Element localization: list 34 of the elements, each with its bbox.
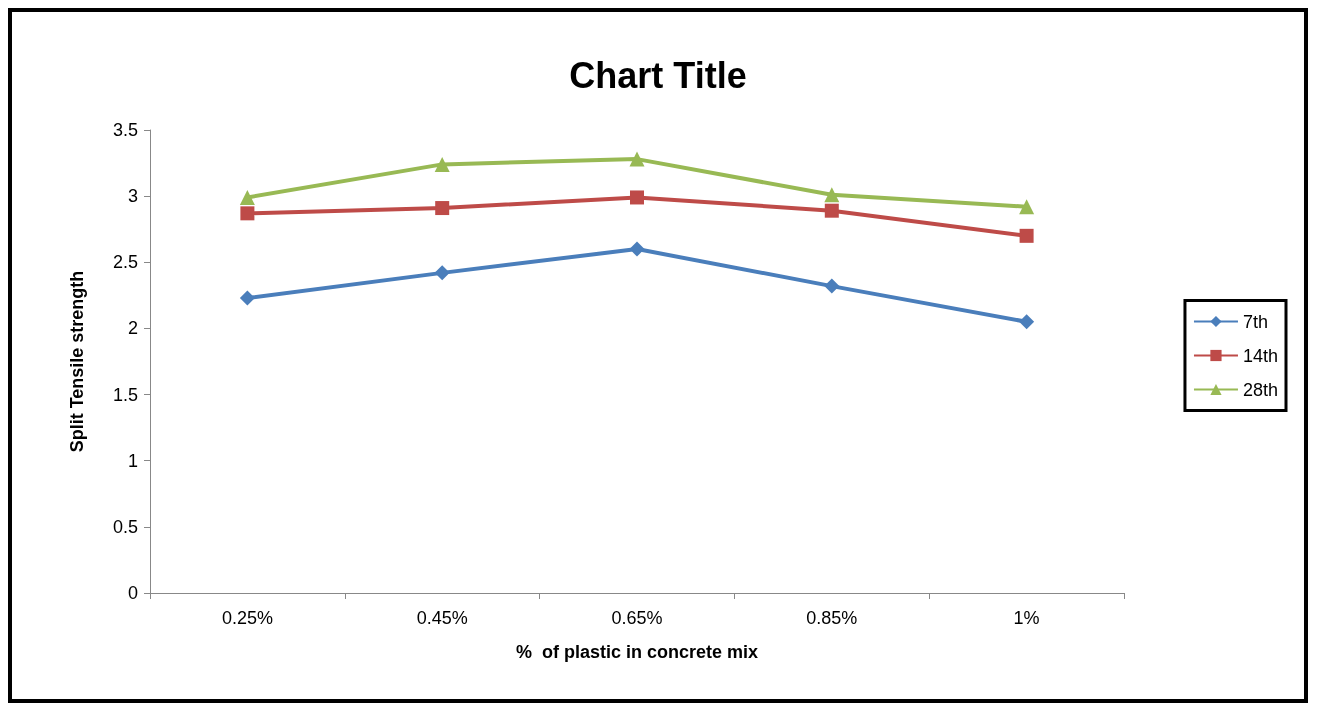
y-axis-title: Split Tensile strength	[67, 270, 87, 453]
y-tick-label: 2.5	[112, 252, 138, 273]
point	[435, 201, 450, 216]
point	[630, 190, 644, 205]
legend-label: 28th	[1242, 379, 1279, 400]
y-tick-label: 0.5	[112, 516, 138, 537]
point	[239, 189, 255, 205]
x-tick-label: 0.85%	[806, 608, 858, 628]
legend-label: 14th	[1242, 345, 1279, 366]
x-tick-label: 1%	[1013, 608, 1040, 628]
chart-title: Chart Title	[569, 54, 747, 96]
y-tick-label: 3	[127, 186, 138, 207]
point	[1019, 314, 1035, 330]
x-tick-label: 0.25%	[221, 608, 273, 628]
point	[239, 290, 255, 306]
point	[824, 187, 840, 203]
point	[629, 241, 645, 257]
x-tick-label: 0.65%	[611, 608, 663, 628]
y-tick-label: 1	[127, 450, 138, 471]
point	[824, 203, 839, 218]
point	[824, 278, 840, 294]
point	[434, 156, 450, 172]
point	[1019, 199, 1035, 215]
y-tick-label: 0	[127, 583, 138, 603]
point	[629, 151, 645, 167]
x-axis-title: % of plastic in concrete mix	[515, 642, 759, 662]
y-tick-label: 3.5	[112, 120, 138, 140]
y-tick-label: 1.5	[112, 384, 138, 405]
point	[240, 206, 255, 221]
x-tick-label: 0.45%	[416, 608, 468, 628]
y-tick-label: 2	[127, 318, 138, 339]
point	[434, 265, 450, 281]
point	[1019, 228, 1034, 243]
legend-label: 7th	[1242, 311, 1268, 332]
